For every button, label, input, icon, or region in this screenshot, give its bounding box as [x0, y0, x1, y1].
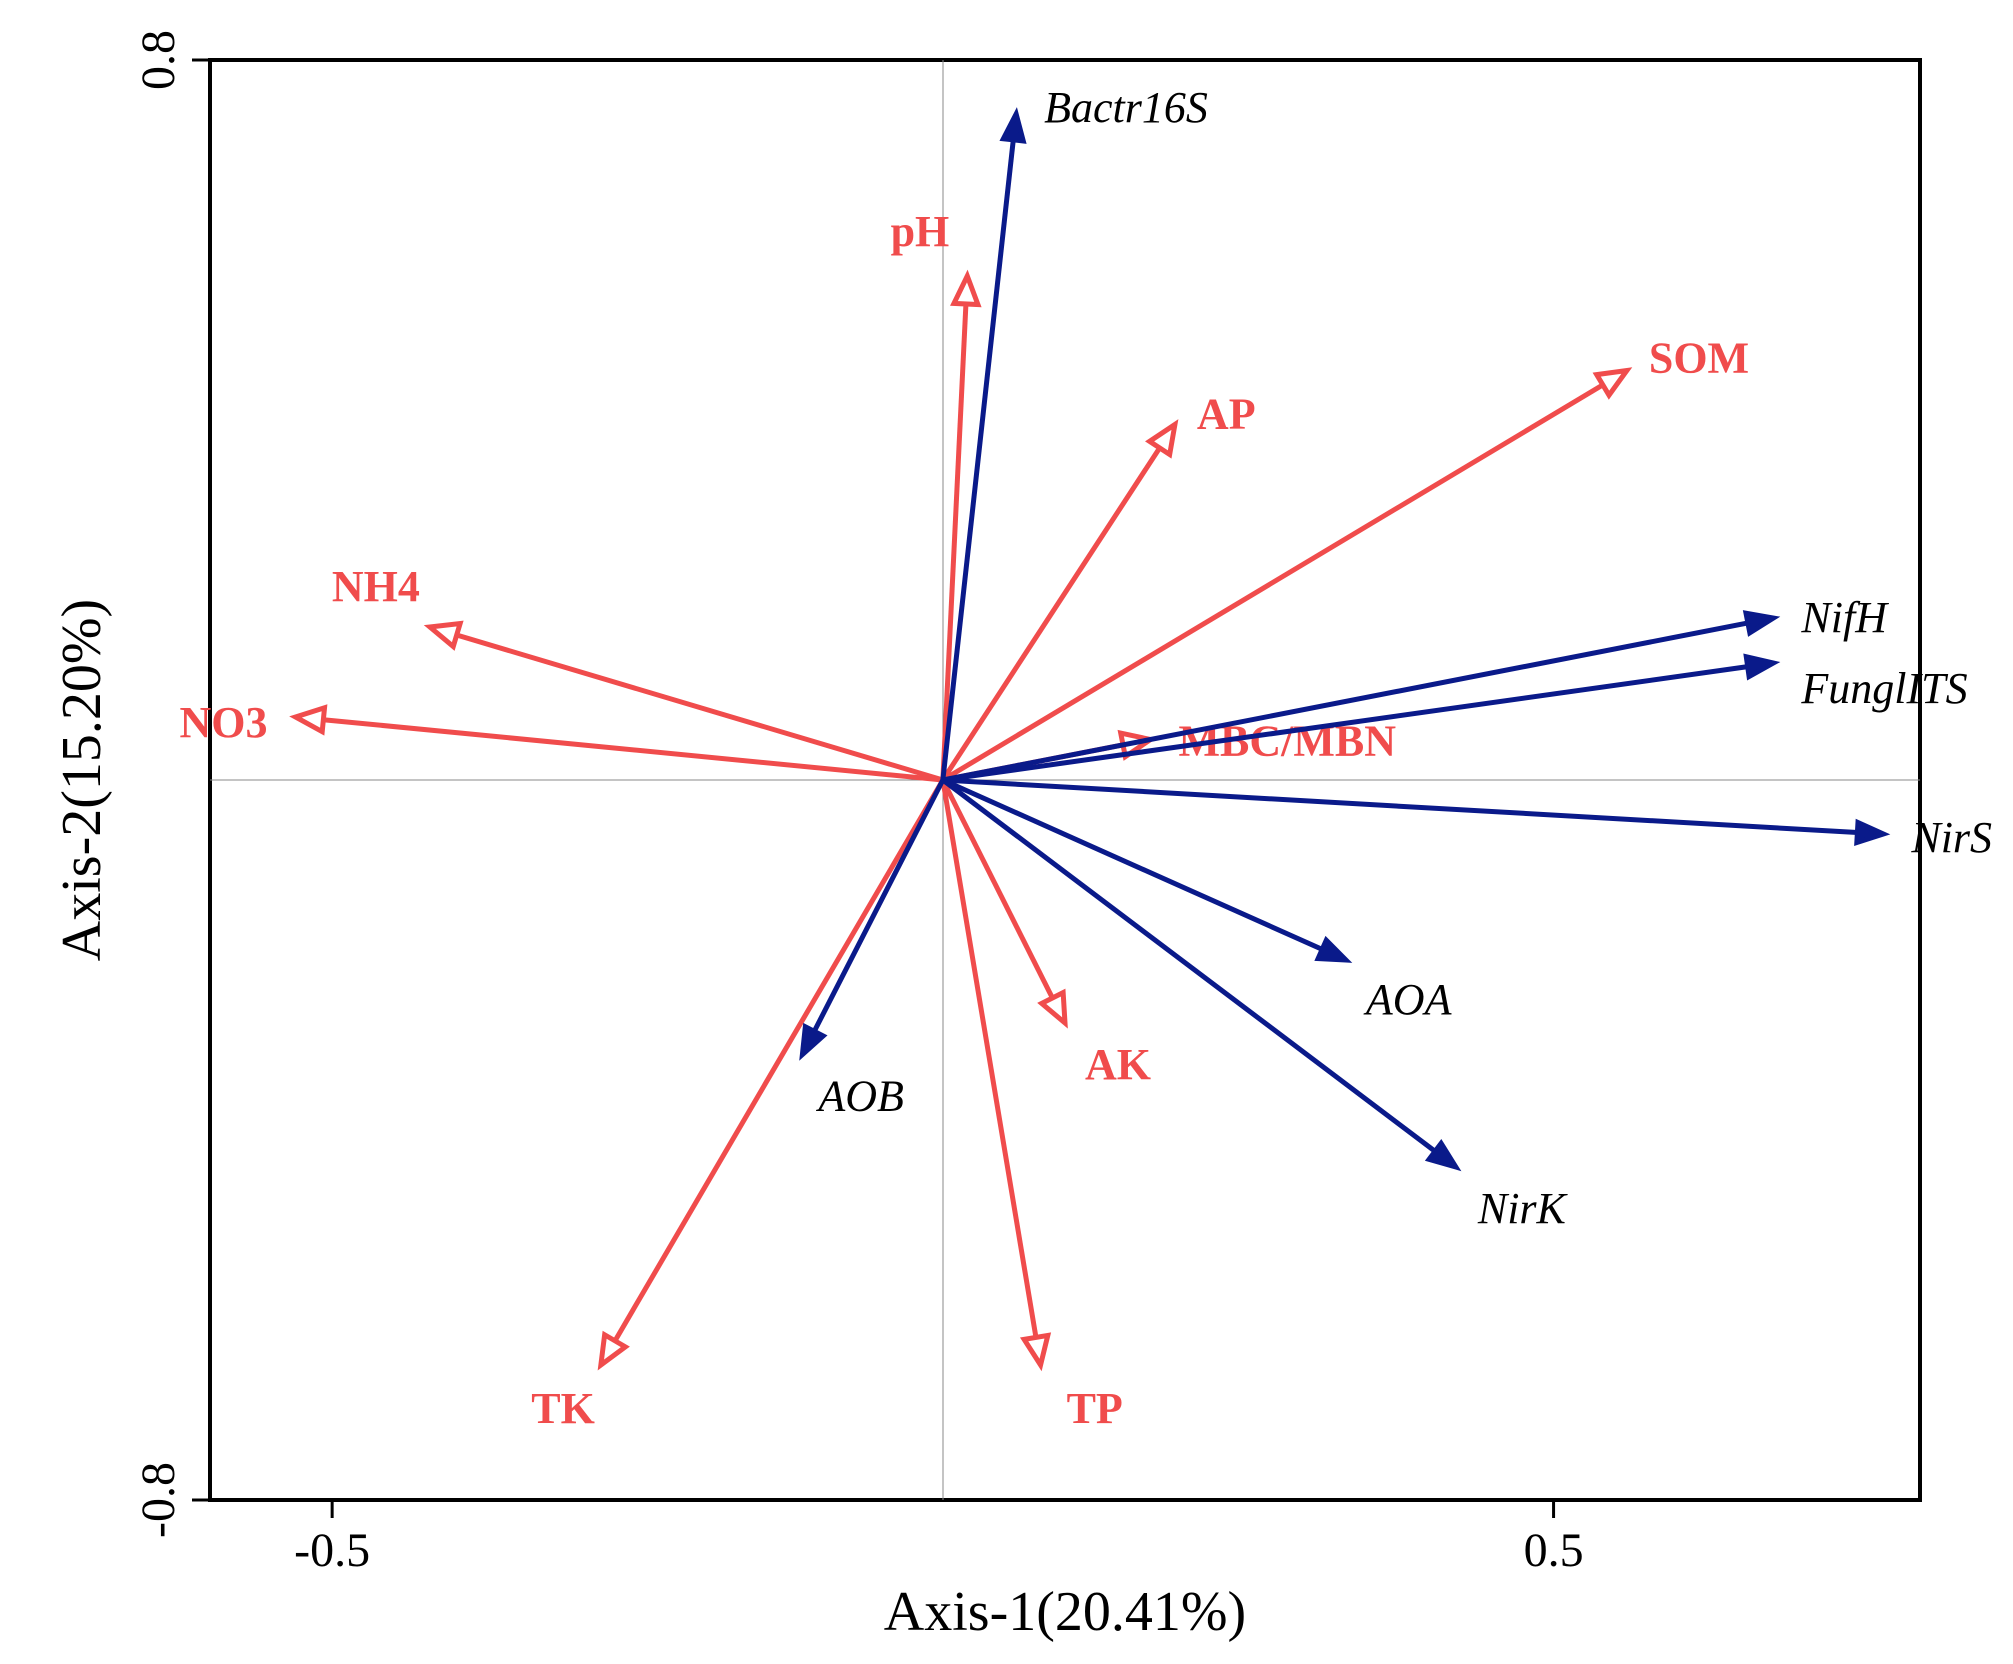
vector-label: NirK: [1477, 1184, 1569, 1233]
y-tick-label: -0.8: [132, 1462, 185, 1538]
biplot-container: -0.5 0.5 -0.8 0.8 Axis-1(20.41%) Axis-2(15.20…: [0, 0, 2013, 1664]
vector-label: NH4: [332, 562, 420, 611]
x-tick-label: 0.5: [1524, 1524, 1584, 1577]
vector-label: NifH: [1800, 593, 1889, 642]
x-tick-label: -0.5: [294, 1524, 370, 1577]
y-axis-title: Axis-2(15.20%): [51, 599, 113, 961]
vector-label: AK: [1085, 1040, 1151, 1089]
vector-label: TK: [531, 1384, 595, 1433]
vector-label: Bactr16S: [1044, 83, 1208, 132]
vector-label: NirS: [1910, 813, 1992, 862]
x-axis-title: Axis-1(20.41%): [884, 1581, 1246, 1643]
biplot-svg: -0.5 0.5 -0.8 0.8 Axis-1(20.41%) Axis-2(15.20…: [0, 0, 2013, 1664]
vector-label: AOA: [1363, 975, 1453, 1024]
vector-label: NO3: [180, 698, 268, 747]
vector-label: AP: [1197, 390, 1256, 439]
vector-label: SOM: [1649, 334, 1749, 383]
y-tick-label: 0.8: [132, 30, 185, 90]
vector-label: TP: [1067, 1384, 1123, 1433]
plot-background: [0, 0, 2013, 1664]
vector-label: pH: [891, 207, 950, 256]
vector-label: AOB: [815, 1072, 904, 1121]
vector-label: FunglITS: [1800, 664, 1967, 713]
